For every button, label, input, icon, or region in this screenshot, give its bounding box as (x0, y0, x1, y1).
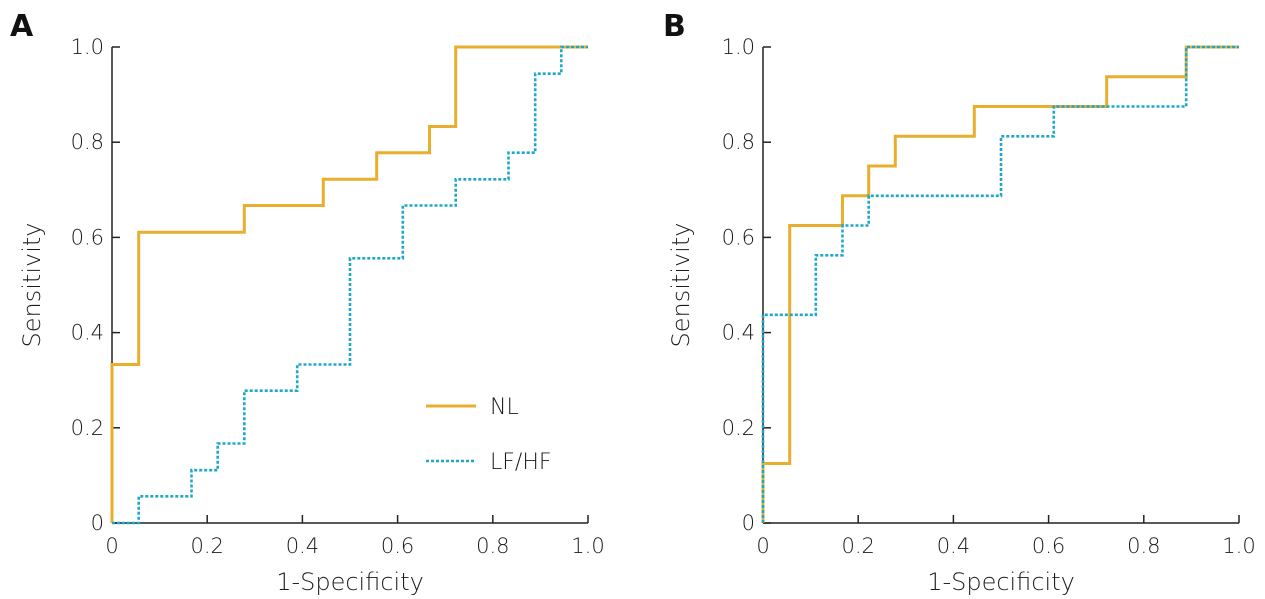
panel-a-x-tick-label: 0.2 (190, 534, 223, 558)
panel-b-y-tick-label: 0.8 (722, 130, 755, 154)
panel-b-x-tick-label: 0.6 (1032, 534, 1065, 558)
panel-b-y-axis-title: Sensitivity (667, 223, 695, 348)
panel-a-series-nl-line (110, 45, 588, 523)
panel-b-series-nl-line (761, 45, 1239, 523)
panel-b-x-tick-label: 0.8 (1127, 534, 1160, 558)
panel-a-x-tick-label: 0.6 (381, 534, 414, 558)
panel-b-y-tick-label: 0.4 (722, 321, 755, 345)
panel-a-y-axis-title: Sensitivity (18, 223, 46, 348)
panel-a-x-tick-label: 0.8 (476, 534, 509, 558)
panel-a-letter: A (10, 9, 34, 44)
panel-a-x-axis-title: 1-Specificity (276, 568, 424, 596)
panel-b-y-tick-label: 0 (742, 511, 755, 535)
panel-a-x-tick-label: 1.0 (571, 534, 604, 558)
panel-a-y-tick-label: 0.2 (71, 416, 104, 440)
panel-b-series-lf-hf-line (761, 45, 1239, 523)
panel-a-series-lf-hf-line (112, 45, 588, 525)
panel-a-y-tick-label: 0.4 (71, 321, 104, 345)
panel-a-y-tick-label: 0.6 (71, 225, 104, 249)
panel-a-x-tick-label: 0 (105, 534, 118, 558)
panel-b-x-tick-label: 0.4 (937, 534, 970, 558)
panel-a-y-tick-label: 0.8 (71, 130, 104, 154)
panel-b-x-tick-label: 1.0 (1222, 534, 1255, 558)
panel-b-y-tick-label: 0.6 (722, 225, 755, 249)
panel-b-y-tick-label: 1.0 (722, 35, 755, 59)
panel-b-y-tick-label: 0.2 (722, 416, 755, 440)
panel-a-y-tick-label: 1.0 (71, 35, 104, 59)
legend-label-nl: NL (490, 395, 519, 420)
panel-b-x-axis-title: 1-Specificity (927, 568, 1075, 596)
panel-a-x-tick-label: 0.4 (286, 534, 319, 558)
panel-b-x-tick-label: 0 (756, 534, 769, 558)
panel-b-letter: B (663, 9, 686, 44)
legend-label-lf-hf: LF/HF (490, 450, 552, 475)
panel-a-y-tick-label: 0 (91, 511, 104, 535)
panel-b-x-tick-label: 0.2 (841, 534, 874, 558)
